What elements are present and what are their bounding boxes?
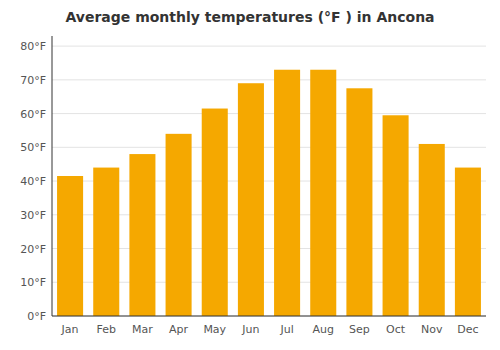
x-tick-label: Sep — [349, 323, 370, 336]
grid-line — [52, 46, 486, 47]
x-tick-label: Apr — [169, 323, 189, 336]
x-axis-line — [52, 316, 486, 317]
bar — [202, 109, 228, 316]
y-tick-label: 20°F — [20, 243, 46, 256]
x-tick-label: Jun — [241, 323, 259, 336]
bar — [310, 70, 336, 316]
bar — [346, 88, 372, 316]
y-axis-line — [52, 36, 53, 316]
bar — [93, 168, 119, 316]
chart: Average monthly temperatures (°F ) in An… — [0, 0, 500, 350]
x-tick-label: Jul — [279, 323, 293, 336]
y-axis: 0°F 10°F 20°F 30°F 40°F 50°F 60°F 70°F 80°F — [20, 40, 486, 323]
grid-line — [52, 113, 486, 114]
y-tick-label: 60°F — [20, 108, 46, 121]
x-tick-label: Jan — [61, 323, 79, 336]
grid-line — [52, 316, 486, 317]
axes: Jan Feb Mar Apr May Jun Jul Aug Sep Oct Nov Dec — [52, 36, 486, 336]
bars — [57, 70, 481, 316]
bar — [129, 154, 155, 316]
y-tick-label: 30°F — [20, 209, 46, 222]
bar — [57, 176, 83, 316]
x-tick-label: Oct — [386, 323, 406, 336]
y-tick-label: 40°F — [20, 175, 46, 188]
bar — [419, 144, 445, 316]
x-tick-label: May — [203, 323, 226, 336]
x-tick-label: Mar — [132, 323, 153, 336]
y-tick-label: 10°F — [20, 276, 46, 289]
x-tick-label: Aug — [313, 323, 334, 336]
y-tick-label: 80°F — [20, 40, 46, 53]
y-tick-label: 70°F — [20, 74, 46, 87]
chart-container: Average monthly temperatures (°F ) in An… — [0, 0, 500, 350]
x-tick-label: Nov — [421, 323, 443, 336]
bar — [238, 83, 264, 316]
bar — [274, 70, 300, 316]
y-tick-label: 0°F — [27, 310, 46, 323]
bar — [455, 168, 481, 316]
x-tick-label: Dec — [457, 323, 478, 336]
bar — [383, 115, 409, 316]
x-tick-label: Feb — [97, 323, 116, 336]
title: Average monthly temperatures (°F ) in An… — [65, 9, 434, 25]
bar — [166, 134, 192, 316]
y-tick-label: 50°F — [20, 141, 46, 154]
grid-line — [52, 79, 486, 80]
